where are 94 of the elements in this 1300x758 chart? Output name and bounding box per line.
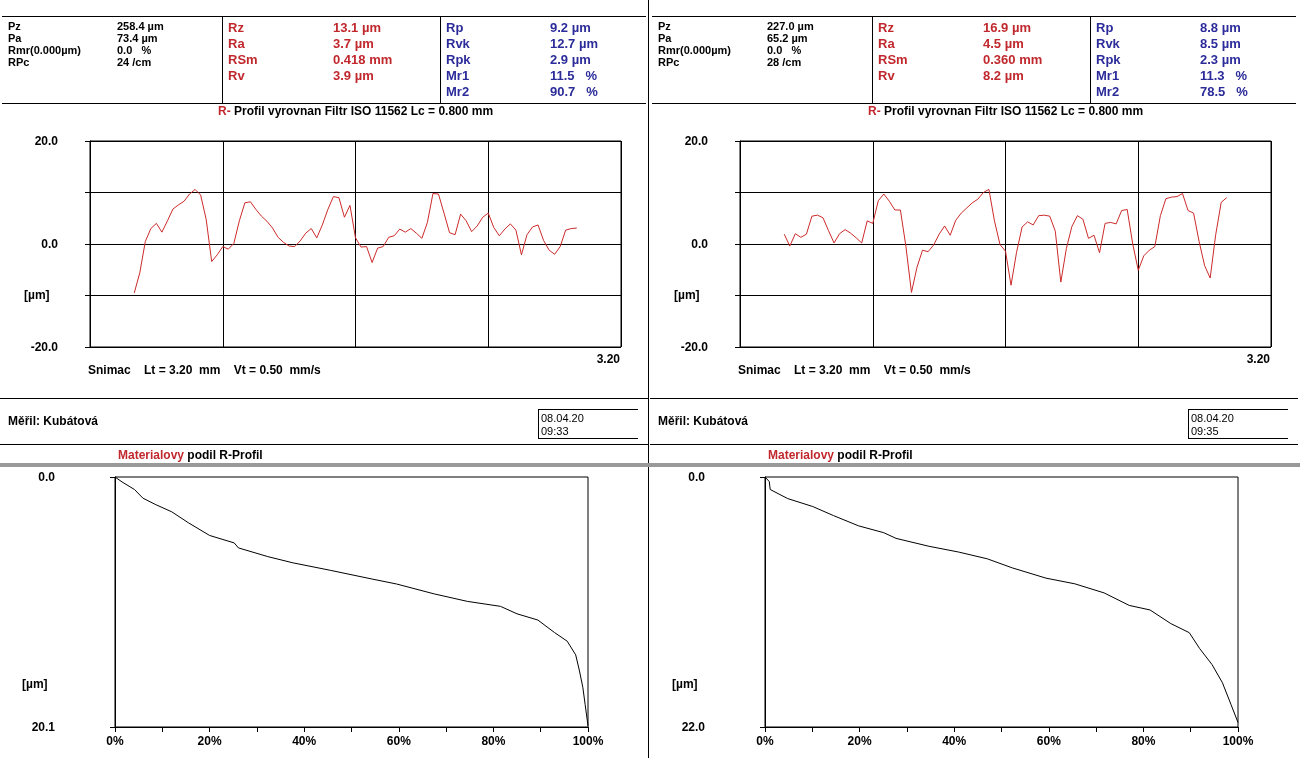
text: 13.1 µm: [333, 20, 381, 35]
chart-title: Materialovy podil R-Profil: [768, 448, 913, 462]
text: Rmr(0.000µm): [658, 44, 731, 56]
chart-title: R- Profil vyrovnan Filtr ISO 11562 Lc = 0.800 mm: [868, 104, 1144, 118]
text: 3.7 µm: [333, 36, 374, 51]
text: 11.5 %: [550, 68, 597, 83]
text: 8.8 µm: [1200, 20, 1241, 35]
x-tick-label: 20%: [847, 734, 872, 748]
text: Rv: [878, 68, 895, 83]
text: RPc: [8, 56, 30, 68]
text: Rz: [228, 20, 244, 35]
text: 9.2 µm: [550, 20, 591, 35]
text: 65.2 µm: [767, 32, 808, 44]
y-tick-label: 0.0: [41, 237, 59, 251]
x-tick-label: 20%: [197, 734, 222, 748]
y-tick-label: -20.0: [680, 340, 709, 354]
x-tick-label: 60%: [386, 734, 412, 748]
text: Ra: [228, 36, 245, 51]
text: 78.5 %: [1200, 84, 1248, 99]
text: Rp: [446, 20, 464, 35]
text: 2.9 µm: [550, 52, 591, 67]
text: 16.9 µm: [983, 20, 1031, 35]
text: Rpk: [446, 52, 471, 67]
x-tick-label: 100%: [1222, 734, 1254, 748]
text: Pz: [658, 20, 671, 32]
text: Pz: [8, 20, 21, 32]
x-tick-label: 100%: [572, 734, 604, 748]
y-tick-label: 0.0: [688, 470, 706, 484]
text: Měřil: Kubátová: [658, 414, 749, 428]
text: Rvk: [1096, 36, 1120, 51]
text: Rv: [228, 68, 245, 83]
chart-title: Materialovy podil R-Profil: [118, 448, 263, 462]
line-series: [783, 188, 1228, 293]
text: Mr1: [446, 68, 470, 83]
y-axis-title: [µm]: [22, 676, 48, 691]
text: RSm: [228, 52, 258, 67]
text: 28 /cm: [767, 56, 802, 68]
text: 8.2 µm: [983, 68, 1024, 83]
y-axis-title: [µm]: [674, 287, 700, 302]
text: 227.0 µm: [767, 20, 814, 32]
text: Mr2: [1096, 84, 1120, 99]
chart-title: R- Profil vyrovnan Filtr ISO 11562 Lc = 0.800 mm: [218, 104, 494, 118]
x-tick-label: 40%: [942, 734, 967, 748]
text: 0.418 mm: [333, 52, 393, 67]
text: 3.20: [596, 352, 620, 366]
x-tick-label: 0%: [756, 734, 774, 748]
text: 0.0 %: [117, 44, 152, 56]
text: RPc: [658, 56, 680, 68]
text: 8.5 µm: [1200, 36, 1241, 51]
text: RSm: [878, 52, 908, 67]
y-tick-label: 20.0: [684, 134, 709, 148]
text: 90.7 %: [550, 84, 598, 99]
text: 73.4 µm: [117, 32, 158, 44]
text: 09:33: [541, 425, 570, 438]
text: 24 /cm: [117, 56, 152, 68]
text: 0.360 mm: [983, 52, 1043, 67]
y-tick-label: 22.0: [681, 720, 706, 734]
x-tick-label: 60%: [1036, 734, 1062, 748]
line-series: [133, 188, 578, 294]
text: Rpk: [1096, 52, 1121, 67]
y-tick-label: 0.0: [38, 470, 56, 484]
text: Rp: [1096, 20, 1114, 35]
y-tick-label: 20.0: [34, 134, 59, 148]
text: Rvk: [446, 36, 470, 51]
x-tick-label: 40%: [292, 734, 317, 748]
text: 2.3 µm: [1200, 52, 1241, 67]
x-tick-label: 80%: [481, 734, 506, 748]
text: Snimac Lt = 3.20 mm Vt = 0.50 mm/s: [88, 363, 321, 377]
text: 08.04.20: [541, 412, 585, 425]
text: 4.5 µm: [983, 36, 1024, 51]
text: 3.20: [1246, 352, 1270, 366]
text: Snimac Lt = 3.20 mm Vt = 0.50 mm/s: [738, 363, 971, 377]
text: Rmr(0.000µm): [8, 44, 81, 56]
text: 258.4 µm: [117, 20, 164, 32]
y-tick-label: 0.0: [691, 237, 709, 251]
text: Ra: [878, 36, 895, 51]
text: Pa: [8, 32, 22, 44]
y-tick-label: -20.0: [30, 340, 59, 354]
y-axis-title: [µm]: [672, 676, 698, 691]
text: Rz: [878, 20, 894, 35]
text: 09:35: [1191, 425, 1220, 438]
text: Měřil: Kubátová: [8, 414, 99, 428]
text: 3.9 µm: [333, 68, 374, 83]
text: 12.7 µm: [550, 36, 598, 51]
y-tick-label: 20.1: [31, 720, 56, 734]
text: Mr2: [446, 84, 470, 99]
text: 08.04.20: [1191, 412, 1235, 425]
text: 0.0 %: [767, 44, 802, 56]
y-axis-title: [µm]: [24, 287, 50, 302]
x-tick-label: 0%: [106, 734, 124, 748]
x-tick-label: 80%: [1131, 734, 1156, 748]
text: 11.3 %: [1200, 68, 1247, 83]
text: Mr1: [1096, 68, 1120, 83]
text: Pa: [658, 32, 672, 44]
